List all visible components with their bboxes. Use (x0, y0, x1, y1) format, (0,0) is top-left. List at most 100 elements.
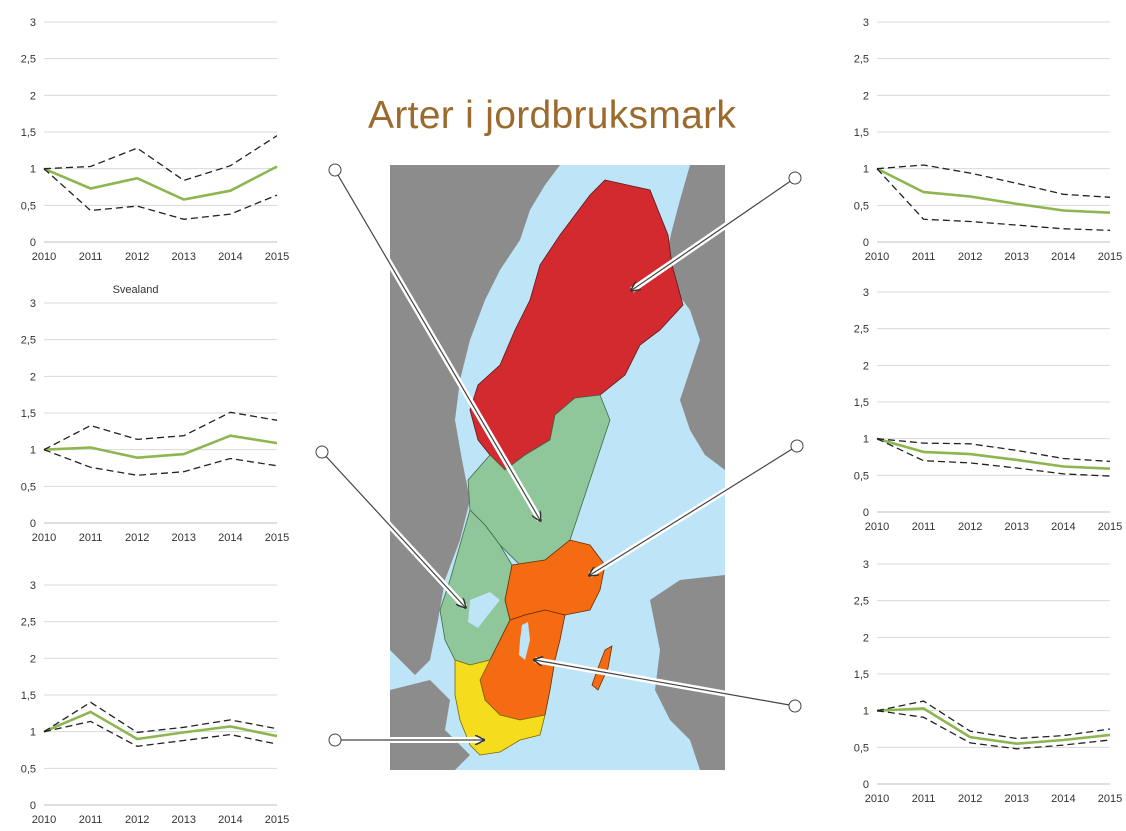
x-tick-label: 2012 (958, 521, 982, 533)
y-tick-label: 2 (863, 360, 869, 372)
y-tick-label: 3 (30, 580, 36, 592)
region-gotland (591, 645, 613, 691)
series-line-interval (43, 701, 278, 734)
series-line-interval (43, 449, 278, 476)
x-tick-label: 2013 (172, 251, 196, 263)
y-tick-label: 0 (30, 237, 36, 249)
lake-vattern (519, 622, 530, 660)
arrow-top-left (328, 163, 543, 520)
series-line-index (43, 710, 278, 741)
series-line-interval (43, 168, 278, 220)
y-tick-label: 1 (863, 706, 869, 718)
y-tick-label: 0 (863, 507, 869, 519)
chart-4: 0 0,5 1 1,5 2 2,5 3 2010 2011 2012 2013 2014 2015 (854, 17, 1123, 263)
x-tick-label: 2014 (1051, 793, 1075, 805)
y-tick-label: 2 (30, 371, 36, 383)
y-tick-label: 0,5 (854, 742, 869, 754)
y-tick-label: 2,5 (854, 324, 869, 336)
y-tick-label: 2,5 (854, 54, 869, 66)
series-line-index (876, 707, 1111, 746)
y-tick-label: 3 (30, 298, 36, 310)
x-tick-label: 2013 (1005, 521, 1029, 533)
y-tick-label: 2,5 (21, 335, 36, 347)
sweden-map (390, 165, 725, 770)
y-tick-label: 1,5 (854, 669, 869, 681)
y-tick-label: 0,5 (21, 200, 36, 212)
x-tick-label: 2014 (218, 532, 242, 544)
y-tick-label: 1,5 (21, 408, 36, 420)
y-tick-label: 2 (30, 653, 36, 665)
x-tick-label: 2014 (1051, 521, 1075, 533)
x-tick-label: 2010 (32, 532, 56, 544)
y-tick-label: 1 (30, 445, 36, 457)
series-line-interval (876, 164, 1111, 198)
y-tick-label: 0,5 (854, 470, 869, 482)
x-tick-label: 2013 (172, 532, 196, 544)
y-tick-label: 3 (863, 17, 869, 29)
x-tick-label: 2015 (1098, 793, 1122, 805)
y-tick-label: 1,5 (854, 397, 869, 409)
y-tick-label: 1,5 (854, 127, 869, 139)
x-tick-label: 2015 (1098, 251, 1122, 263)
y-tick-label: 1 (30, 164, 36, 176)
x-tick-label: 2011 (912, 793, 936, 805)
y-tick-label: 0 (863, 237, 869, 249)
y-tick-label: 1 (30, 727, 36, 739)
y-tick-label: 1 (863, 434, 869, 446)
series-line-interval (876, 438, 1111, 477)
series-line-index (43, 165, 278, 201)
chart-5: 0 0,5 1 1,5 2 2,5 3 2010 2011 2012 2013 2014 2015 (854, 287, 1123, 533)
y-tick-label: 0 (30, 518, 36, 530)
x-tick-label: 2011 (79, 532, 103, 544)
arrow-mid-right (590, 439, 804, 578)
arrow-top-right (632, 171, 802, 293)
arrow-bottom-right (535, 660, 802, 713)
chart-6: 0 0,5 1 1,5 2 2,5 3 2010 2011 2012 2013 2014 2015 (854, 559, 1123, 805)
page-title: Arter i jordbruksmark (368, 94, 737, 137)
x-tick-label: 2015 (265, 532, 289, 544)
series-line-interval (43, 411, 278, 451)
x-tick-label: 2013 (172, 814, 196, 826)
y-tick-label: 0,5 (854, 200, 869, 212)
x-tick-label: 2012 (125, 814, 149, 826)
series-line-interval (43, 135, 278, 182)
pointer-arrows (315, 163, 804, 747)
y-tick-label: 2,5 (21, 54, 36, 66)
arrow-bottom-left (328, 733, 483, 747)
x-tick-label: 2010 (865, 793, 889, 805)
series-line-index (876, 167, 1111, 214)
y-tick-label: 3 (863, 287, 869, 299)
x-tick-label: 2013 (1005, 793, 1029, 805)
arrow-mid-left (315, 445, 465, 607)
y-tick-label: 3 (863, 559, 869, 571)
x-tick-label: 2010 (32, 814, 56, 826)
x-tick-label: 2015 (265, 814, 289, 826)
series-line-interval (876, 700, 1111, 740)
x-tick-label: 2010 (865, 521, 889, 533)
y-tick-label: 2,5 (854, 596, 869, 608)
y-tick-label: 1,5 (21, 690, 36, 702)
chart-title: Svealand (113, 284, 159, 296)
y-tick-label: 1,5 (21, 127, 36, 139)
lake-vanern (468, 592, 500, 628)
x-tick-label: 2012 (125, 532, 149, 544)
y-tick-label: 3 (30, 17, 36, 29)
y-tick-label: 0 (30, 800, 36, 812)
region-skane (454, 659, 546, 756)
chart-2: 0 0,5 1 1,5 2 2,5 3 2010 2011 2012 2013 2014 2015 Sve… (21, 284, 290, 544)
y-tick-label: 2 (863, 90, 869, 102)
y-tick-label: 1 (863, 164, 869, 176)
y-tick-label: 2,5 (21, 617, 36, 629)
x-tick-label: 2011 (79, 814, 103, 826)
x-tick-label: 2010 (32, 251, 56, 263)
x-tick-label: 2014 (218, 251, 242, 263)
x-tick-label: 2013 (1005, 251, 1029, 263)
x-tick-label: 2012 (958, 793, 982, 805)
map-land-denmark (390, 680, 470, 770)
x-tick-label: 2015 (265, 251, 289, 263)
x-tick-label: 2012 (958, 251, 982, 263)
map-land-baltics (650, 575, 725, 770)
x-tick-label: 2014 (218, 814, 242, 826)
